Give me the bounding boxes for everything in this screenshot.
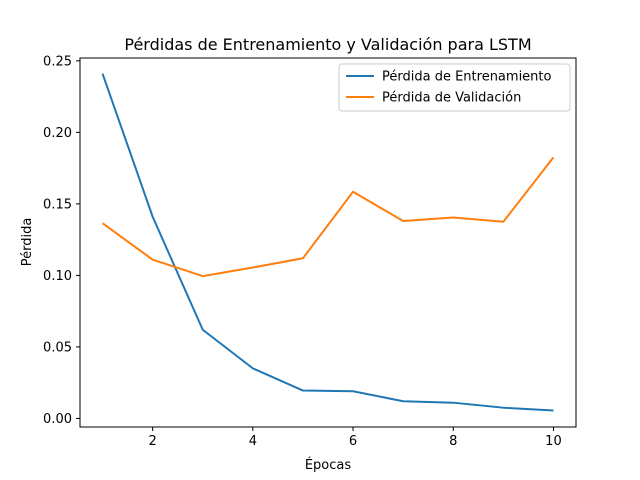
x-tick-label: 6 <box>349 434 357 449</box>
legend-box <box>338 63 571 112</box>
y-tick-label: 0.05 <box>43 340 72 355</box>
x-axis: 2 4 6 8 10 <box>149 427 562 449</box>
series-layer <box>101 73 555 412</box>
y-axis-label: Pérdida <box>20 218 35 267</box>
series-line-0 <box>101 73 554 412</box>
y-axis: 0.00 0.05 0.10 0.15 0.20 0.25 <box>43 54 80 427</box>
legend-label-validation: Pérdida de Validación <box>382 91 521 106</box>
series-line-1 <box>101 156 555 278</box>
y-tick-label: 0.00 <box>43 412 72 427</box>
chart-title: Pérdidas de Entrenamiento y Validación p… <box>124 35 531 54</box>
y-tick-label: 0.15 <box>43 197 72 212</box>
y-tick-label: 0.10 <box>43 269 72 284</box>
x-axis-label: Épocas <box>305 457 352 473</box>
legend-label-training: Pérdida de Entrenamiento <box>382 70 552 85</box>
x-tick-label: 10 <box>545 434 562 449</box>
plot-frame <box>79 57 577 428</box>
y-tick-label: 0.25 <box>43 54 72 69</box>
x-tick-label: 2 <box>149 434 157 449</box>
y-tick-label: 0.20 <box>43 126 72 141</box>
x-tick-label: 4 <box>249 434 257 449</box>
x-tick-label: 8 <box>449 434 457 449</box>
legend: Pérdida de Entrenamiento Pérdida de Vali… <box>338 63 571 112</box>
